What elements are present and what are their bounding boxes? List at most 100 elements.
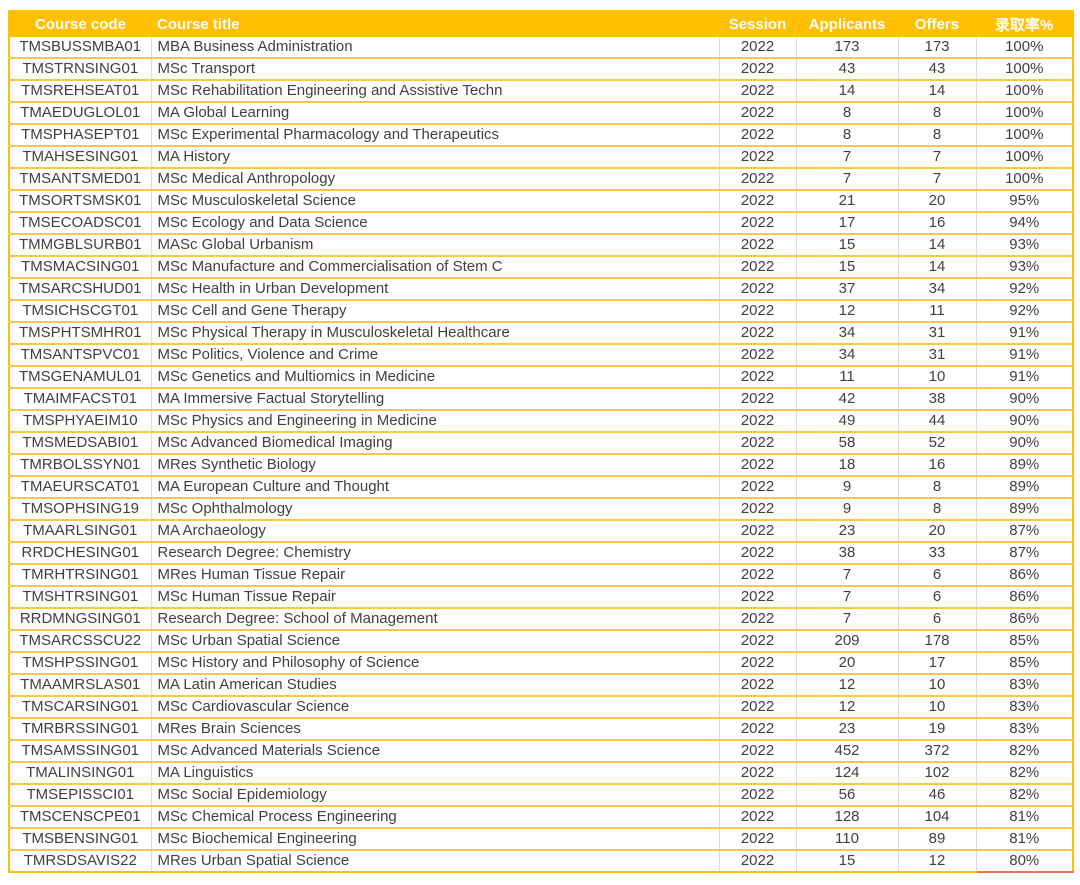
cell-code: TMSCARSING01	[9, 696, 151, 719]
cell-rate: 86%	[975, 608, 1073, 631]
table-row: TMSECOADSC01 MSc Ecology and Data Science…	[9, 212, 1073, 235]
table-row: TMAHSESING01 MA History 2022 7 7 100%	[9, 146, 1073, 169]
cell-applicants: 56	[795, 784, 898, 807]
cell-rate: 83%	[975, 674, 1073, 697]
cell-code: TMAAMRSLAS01	[9, 674, 151, 697]
cell-rate: 83%	[975, 696, 1073, 719]
cell-title: MA Global Learning	[150, 102, 719, 125]
cell-applicants: 8	[795, 124, 898, 147]
cell-applicants: 18	[795, 454, 898, 477]
cell-rate: 80%	[975, 850, 1073, 873]
cell-title: MA Linguistics	[150, 762, 719, 785]
cell-offers: 17	[897, 652, 976, 675]
cell-offers: 20	[897, 190, 976, 213]
cell-session: 2022	[718, 432, 796, 455]
cell-offers: 8	[897, 102, 976, 125]
cell-code: TMSHPSSING01	[9, 652, 151, 675]
course-admissions-page: Course code Course title Session Applica…	[8, 10, 1074, 873]
header-course-title: Course title	[151, 11, 719, 37]
table-row: TMAIMFACST01 MA Immersive Factual Storyte…	[9, 388, 1073, 411]
cell-session: 2022	[718, 410, 796, 433]
table-row: TMSMEDSABI01 MSc Advanced Biomedical Imag…	[9, 432, 1073, 455]
cell-title: MRes Human Tissue Repair	[150, 564, 719, 587]
cell-title: MSc Rehabilitation Engineering and Assis…	[150, 80, 719, 103]
table-row: TMSPHTSMHR01 MSc Physical Therapy in Musc…	[9, 322, 1073, 345]
cell-rate: 92%	[975, 278, 1073, 301]
cell-session: 2022	[718, 37, 796, 59]
table-row: TMSREHSEAT01 MSc Rehabilitation Engineeri…	[9, 80, 1073, 103]
cell-title: MA Latin American Studies	[150, 674, 719, 697]
cell-rate: 86%	[975, 586, 1073, 609]
cell-rate: 100%	[975, 102, 1073, 125]
table-row: TMALINSING01 MA Linguistics 2022 124 102 82%	[9, 762, 1073, 785]
cell-rate: 100%	[975, 58, 1073, 81]
cell-rate: 85%	[975, 652, 1073, 675]
cell-title: MASc Global Urbanism	[150, 234, 719, 257]
cell-code: RRDMNGSING01	[9, 608, 151, 631]
cell-offers: 31	[897, 322, 976, 345]
cell-offers: 10	[897, 696, 976, 719]
cell-title: MSc Musculoskeletal Science	[150, 190, 719, 213]
cell-title: MSc Cell and Gene Therapy	[150, 300, 719, 323]
cell-session: 2022	[718, 124, 796, 147]
cell-applicants: 7	[795, 168, 898, 191]
cell-title: MSc Human Tissue Repair	[150, 586, 719, 609]
cell-offers: 19	[897, 718, 976, 741]
table-row: TMSCARSING01 MSc Cardiovascular Science 20…	[9, 696, 1073, 719]
cell-offers: 52	[897, 432, 976, 455]
cell-title: MSc Ophthalmology	[150, 498, 719, 521]
table-row: TMSANTSPVC01 MSc Politics, Violence and C…	[9, 344, 1073, 367]
cell-session: 2022	[718, 806, 796, 829]
cell-session: 2022	[718, 520, 796, 543]
cell-offers: 7	[897, 168, 976, 191]
table-row: TMAAMRSLAS01 MA Latin American Studies 202…	[9, 674, 1073, 697]
cell-session: 2022	[718, 102, 796, 125]
cell-code: TMSPHASEPT01	[9, 124, 151, 147]
cell-offers: 104	[897, 806, 976, 829]
cell-title: Research Degree: School of Management	[150, 608, 719, 631]
cell-session: 2022	[718, 234, 796, 257]
cell-title: MSc Chemical Process Engineering	[150, 806, 719, 829]
cell-title: MSc Politics, Violence and Crime	[150, 344, 719, 367]
cell-title: MSc Cardiovascular Science	[150, 696, 719, 719]
cell-offers: 14	[897, 234, 976, 257]
table-row: TMAEDUGLOL01 MA Global Learning 2022 8 8 100%	[9, 102, 1073, 125]
cell-code: TMSMEDSABI01	[9, 432, 151, 455]
table-row: TMSBUSSMBA01 MBA Business Administration 2…	[9, 37, 1073, 59]
cell-offers: 46	[897, 784, 976, 807]
cell-offers: 16	[897, 212, 976, 235]
cell-title: MSc Advanced Biomedical Imaging	[150, 432, 719, 455]
cell-session: 2022	[718, 454, 796, 477]
cell-code: TMSARCSHUD01	[9, 278, 151, 301]
cell-offers: 33	[897, 542, 976, 565]
cell-code: TMSREHSEAT01	[9, 80, 151, 103]
cell-code: TMSECOADSC01	[9, 212, 151, 235]
cell-title: MSc Urban Spatial Science	[150, 630, 719, 653]
cell-rate: 95%	[975, 190, 1073, 213]
table-row: TMSICHSCGT01 MSc Cell and Gene Therapy 202…	[9, 300, 1073, 323]
table-row: TMSAMSSING01 MSc Advanced Materials Scien…	[9, 740, 1073, 763]
cell-session: 2022	[718, 630, 796, 653]
cell-title: MA European Culture and Thought	[150, 476, 719, 499]
cell-applicants: 12	[795, 300, 898, 323]
cell-session: 2022	[718, 740, 796, 763]
table-row: TMSTRNSING01 MSc Transport 2022 43 43 100%	[9, 58, 1073, 81]
cell-offers: 6	[897, 586, 976, 609]
cell-rate: 82%	[975, 740, 1073, 763]
table-row: TMSPHASEPT01 MSc Experimental Pharmacolog…	[9, 124, 1073, 147]
cell-session: 2022	[718, 366, 796, 389]
cell-rate: 85%	[975, 630, 1073, 653]
cell-offers: 14	[897, 80, 976, 103]
header-course-code: Course code	[9, 11, 151, 37]
cell-applicants: 7	[795, 586, 898, 609]
cell-rate: 83%	[975, 718, 1073, 741]
table-row: TMRSDSAVIS22 MRes Urban Spatial Science 20…	[9, 850, 1073, 873]
cell-applicants: 34	[795, 322, 898, 345]
header-session: Session	[719, 11, 796, 37]
cell-code: TMAARLSING01	[9, 520, 151, 543]
cell-applicants: 14	[795, 80, 898, 103]
header-admission-rate: 录取率%	[976, 11, 1073, 37]
table-row: TMSHPSSING01 MSc History and Philosophy o…	[9, 652, 1073, 675]
cell-applicants: 7	[795, 564, 898, 587]
cell-title: MSc Biochemical Engineering	[150, 828, 719, 851]
